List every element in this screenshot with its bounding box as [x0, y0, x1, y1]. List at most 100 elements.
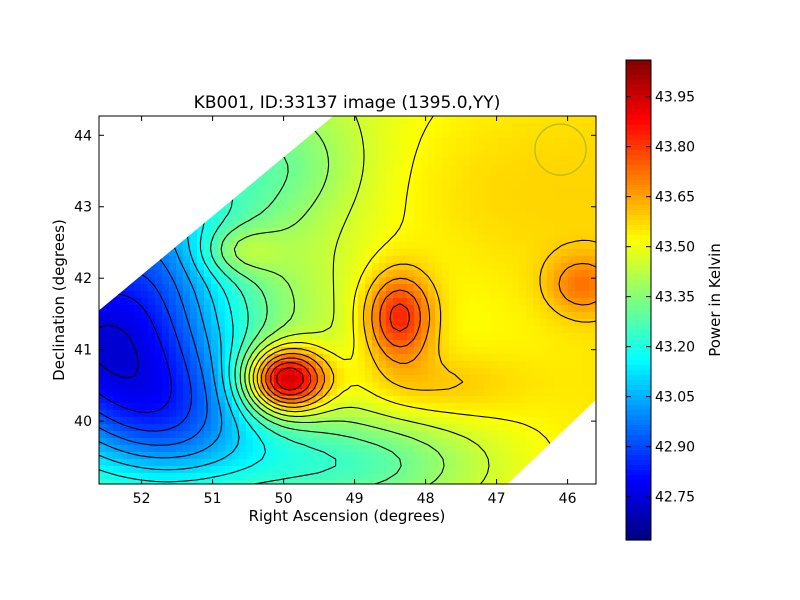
- heatmap-cell: [372, 354, 380, 362]
- heatmap-cell: [253, 417, 261, 425]
- heatmap-cell: [547, 410, 555, 418]
- heatmap-cell: [449, 333, 457, 341]
- heatmap-cell: [477, 284, 485, 292]
- heatmap-cell: [274, 480, 282, 484]
- heatmap-cell: [519, 179, 527, 187]
- heatmap-cell: [239, 396, 247, 404]
- heatmap-cell: [568, 144, 576, 152]
- heatmap-cell: [498, 417, 506, 425]
- heatmap-cell: [204, 382, 212, 390]
- heatmap-cell: [505, 424, 513, 432]
- heatmap-cell: [225, 256, 233, 264]
- heatmap-cell: [498, 193, 506, 201]
- heatmap-cell: [386, 214, 394, 222]
- heatmap-cell: [316, 172, 324, 180]
- heatmap-cell: [295, 228, 303, 236]
- colorbar-segment: [626, 95, 651, 101]
- heatmap-cell: [288, 165, 296, 173]
- heatmap-cell: [148, 389, 156, 397]
- colorbar-segment: [626, 440, 651, 446]
- heatmap-cell: [512, 228, 520, 236]
- heatmap-cell: [337, 396, 345, 404]
- heatmap-cell: [575, 291, 583, 299]
- heatmap-cell: [435, 193, 443, 201]
- heatmap-cell: [449, 242, 457, 250]
- heatmap-cell: [568, 172, 576, 180]
- heatmap-cell: [246, 284, 254, 292]
- heatmap-cell: [505, 186, 513, 194]
- heatmap-cell: [540, 235, 548, 243]
- heatmap-cell: [246, 270, 254, 278]
- heatmap-cell: [547, 340, 555, 348]
- heatmap-cell: [575, 270, 583, 278]
- heatmap-cell: [358, 347, 366, 355]
- heatmap-cell: [484, 172, 492, 180]
- heatmap-cell: [379, 466, 387, 474]
- heatmap-cell: [491, 452, 499, 460]
- heatmap-cell: [253, 438, 261, 446]
- heatmap-cell: [274, 340, 282, 348]
- heatmap-cell: [309, 256, 317, 264]
- heatmap-cell: [281, 452, 289, 460]
- heatmap-cell: [442, 431, 450, 439]
- heatmap-cell: [281, 270, 289, 278]
- heatmap-cell: [505, 123, 513, 131]
- heatmap-cell: [274, 382, 282, 390]
- heatmap-cell: [393, 137, 401, 145]
- heatmap-cell: [498, 165, 506, 173]
- heatmap-cell: [484, 417, 492, 425]
- heatmap-cell: [120, 375, 128, 383]
- heatmap-cell: [225, 354, 233, 362]
- heatmap-cell: [274, 452, 282, 460]
- heatmap-cell: [470, 200, 478, 208]
- heatmap-cell: [582, 263, 590, 271]
- heatmap-cell: [456, 347, 464, 355]
- heatmap-cell: [414, 410, 422, 418]
- heatmap-cell: [428, 424, 436, 432]
- heatmap-cell: [526, 151, 534, 159]
- heatmap-cell: [505, 459, 513, 467]
- heatmap-cell: [519, 249, 527, 257]
- contour-line: [270, 303, 410, 396]
- heatmap-cell: [582, 123, 590, 131]
- heatmap-cell: [365, 277, 373, 285]
- heatmap-cell: [337, 473, 345, 481]
- heatmap-cell: [449, 207, 457, 215]
- heatmap-cell: [540, 361, 548, 369]
- heatmap-cell: [484, 347, 492, 355]
- heatmap-cell: [463, 466, 471, 474]
- heatmap-cell: [491, 354, 499, 362]
- heatmap-cell: [533, 291, 541, 299]
- heatmap-cell: [568, 396, 576, 404]
- heatmap-cell: [407, 473, 415, 481]
- heatmap-cell: [568, 410, 576, 418]
- heatmap-cell: [260, 410, 268, 418]
- heatmap-cell: [442, 144, 450, 152]
- heatmap-cell: [561, 242, 569, 250]
- heatmap-cell: [575, 333, 583, 341]
- heatmap-cell: [190, 480, 198, 484]
- heatmap-cell: [400, 291, 408, 299]
- heatmap-cell: [267, 466, 275, 474]
- heatmap-cell: [379, 312, 387, 320]
- heatmap-cell: [232, 263, 240, 271]
- heatmap-cell: [253, 403, 261, 411]
- heatmap-cell: [253, 389, 261, 397]
- heatmap-cell: [309, 452, 317, 460]
- heatmap-cell: [365, 424, 373, 432]
- heatmap-cell: [246, 347, 254, 355]
- heatmap-cell: [323, 228, 331, 236]
- heatmap-cell: [295, 410, 303, 418]
- heatmap-cell: [141, 375, 149, 383]
- heatmap-cell: [239, 319, 247, 327]
- heatmap-cell: [575, 158, 583, 166]
- heatmap-cell: [512, 424, 520, 432]
- heatmap-cell: [358, 326, 366, 334]
- heatmap-cell: [428, 193, 436, 201]
- heatmap-cell: [421, 410, 429, 418]
- heatmap-cell: [582, 214, 590, 222]
- heatmap-cell: [218, 382, 226, 390]
- colorbar-segment: [626, 145, 651, 151]
- heatmap-cell: [358, 186, 366, 194]
- heatmap-cell: [414, 207, 422, 215]
